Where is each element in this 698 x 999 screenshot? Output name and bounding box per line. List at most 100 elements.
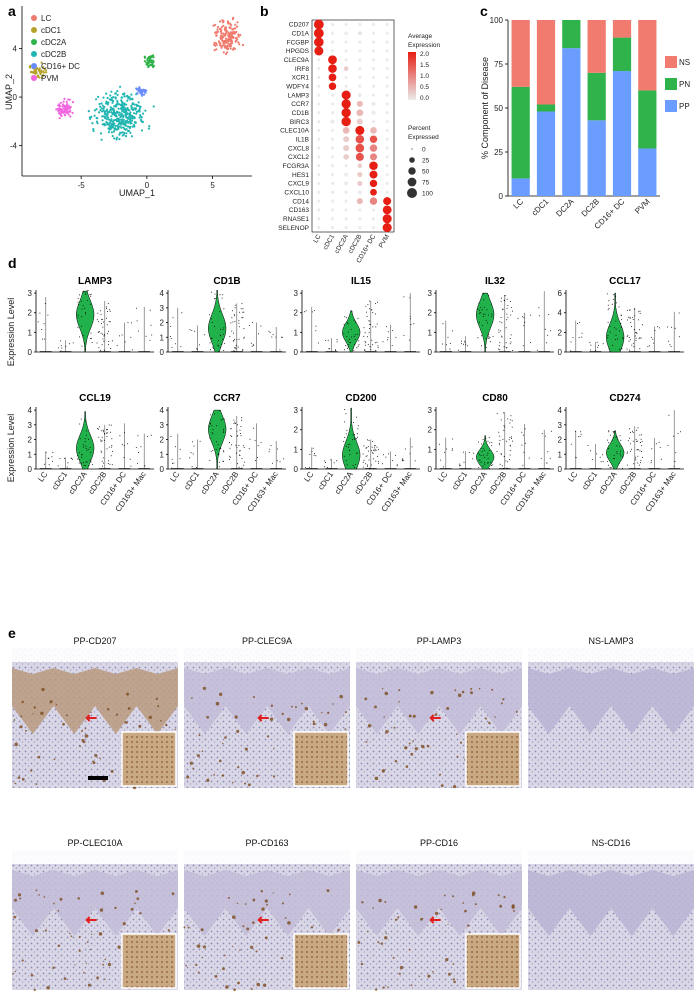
violin-point [629, 450, 631, 452]
bar-segment [612, 37, 632, 72]
violin-point [613, 294, 615, 296]
violin-point [150, 324, 152, 326]
violin-point [446, 448, 447, 450]
ihc-stained-cell [367, 930, 369, 933]
umap-point [32, 70, 36, 73]
dotplot-dot [330, 31, 335, 35]
ihc-epidermis [356, 870, 522, 936]
violin-point [82, 446, 84, 448]
ihc-stained-cell [250, 988, 253, 990]
ihc-stained-cell [25, 729, 27, 732]
umap-point [114, 112, 117, 115]
umap-point [235, 37, 238, 40]
violin-point [212, 450, 214, 451]
violin-point [467, 345, 469, 347]
violin-point [589, 342, 591, 344]
dotplot-gene-label: SELENOP [278, 225, 309, 232]
violin-y-tick-label: 1 [294, 445, 299, 454]
violin-point [635, 332, 637, 334]
violin-point [213, 347, 214, 349]
violin-point [631, 326, 633, 328]
violin-point [140, 446, 142, 448]
violin-point [500, 419, 502, 421]
violin-point [611, 303, 613, 305]
ihc-stained-cell [78, 935, 81, 938]
ihc-tile-title: PP-LAMP3 [417, 636, 462, 646]
umap-point [123, 123, 126, 126]
violin-point [345, 317, 347, 319]
violin-point [354, 344, 356, 345]
violin-point [243, 337, 245, 339]
violin-point [615, 436, 617, 438]
ihc-arrow [429, 714, 441, 722]
violin-point [616, 453, 618, 455]
dotplot-gene-label: XCR1 [292, 75, 310, 82]
ihc-stained-cell [234, 715, 238, 719]
violin-y-label-row2: Expression Level [6, 414, 16, 483]
violin-point [356, 334, 358, 335]
violin-point [355, 438, 357, 440]
violin-point [229, 442, 230, 444]
ihc-stained-cell [134, 902, 136, 905]
violin-point [363, 335, 365, 337]
umap-point [111, 134, 114, 138]
umap-point [98, 102, 101, 106]
umap-point [146, 57, 149, 60]
violin-point [639, 337, 641, 339]
violin-point [84, 465, 86, 466]
umap-point [123, 103, 126, 106]
violin-point [89, 451, 91, 453]
violin-point [343, 455, 345, 457]
violin-point [145, 335, 147, 337]
dotplot-dot [358, 67, 362, 71]
ihc-stained-cell [218, 759, 222, 763]
violin-point [375, 460, 377, 462]
violin-point [234, 347, 236, 349]
ihc-stained-cell [52, 966, 55, 969]
violin-point [251, 345, 253, 347]
bar-segment [511, 20, 530, 87]
violin-point [106, 448, 108, 450]
umap-point [110, 98, 113, 101]
violin-point [546, 342, 548, 344]
violin-point [528, 457, 530, 459]
violin-point [86, 449, 88, 451]
dotplot-dot [330, 22, 335, 26]
violin-point [192, 453, 194, 455]
dotplot-dot [369, 161, 378, 171]
bar-legend-label: PN [679, 80, 690, 89]
violin-point [491, 445, 493, 447]
violin-point [510, 334, 512, 336]
violin-point [480, 312, 481, 314]
umap-point [68, 110, 71, 113]
violin-point [123, 457, 125, 458]
violin-point [506, 298, 508, 300]
violin-y-tick-label: 1 [28, 450, 33, 459]
umap-point [222, 20, 225, 23]
dotplot-dot [371, 110, 376, 115]
ihc-stained-cell [427, 974, 431, 978]
violin-point [106, 324, 108, 326]
violin-point [101, 451, 103, 453]
violin-shape [76, 290, 95, 353]
violin-point [511, 426, 513, 428]
violin-point [640, 459, 642, 461]
umap-point [130, 106, 133, 109]
violin-point [386, 326, 387, 328]
dotplot-dot [328, 55, 337, 65]
violin-point [60, 340, 61, 342]
violin-point [210, 451, 212, 453]
ihc-stained-cell [320, 711, 323, 714]
violin-point [484, 463, 486, 465]
violin-shape [606, 430, 625, 470]
dotplot-dot [330, 208, 335, 212]
violin-point [503, 467, 505, 469]
dotplot-dot [317, 102, 321, 106]
violin-point [382, 454, 384, 456]
ihc-stained-cell [405, 765, 409, 768]
violin-point [373, 447, 375, 449]
violin-point [190, 452, 192, 454]
umap-point [131, 102, 134, 106]
violin-point [504, 426, 506, 428]
umap-point [109, 120, 112, 123]
